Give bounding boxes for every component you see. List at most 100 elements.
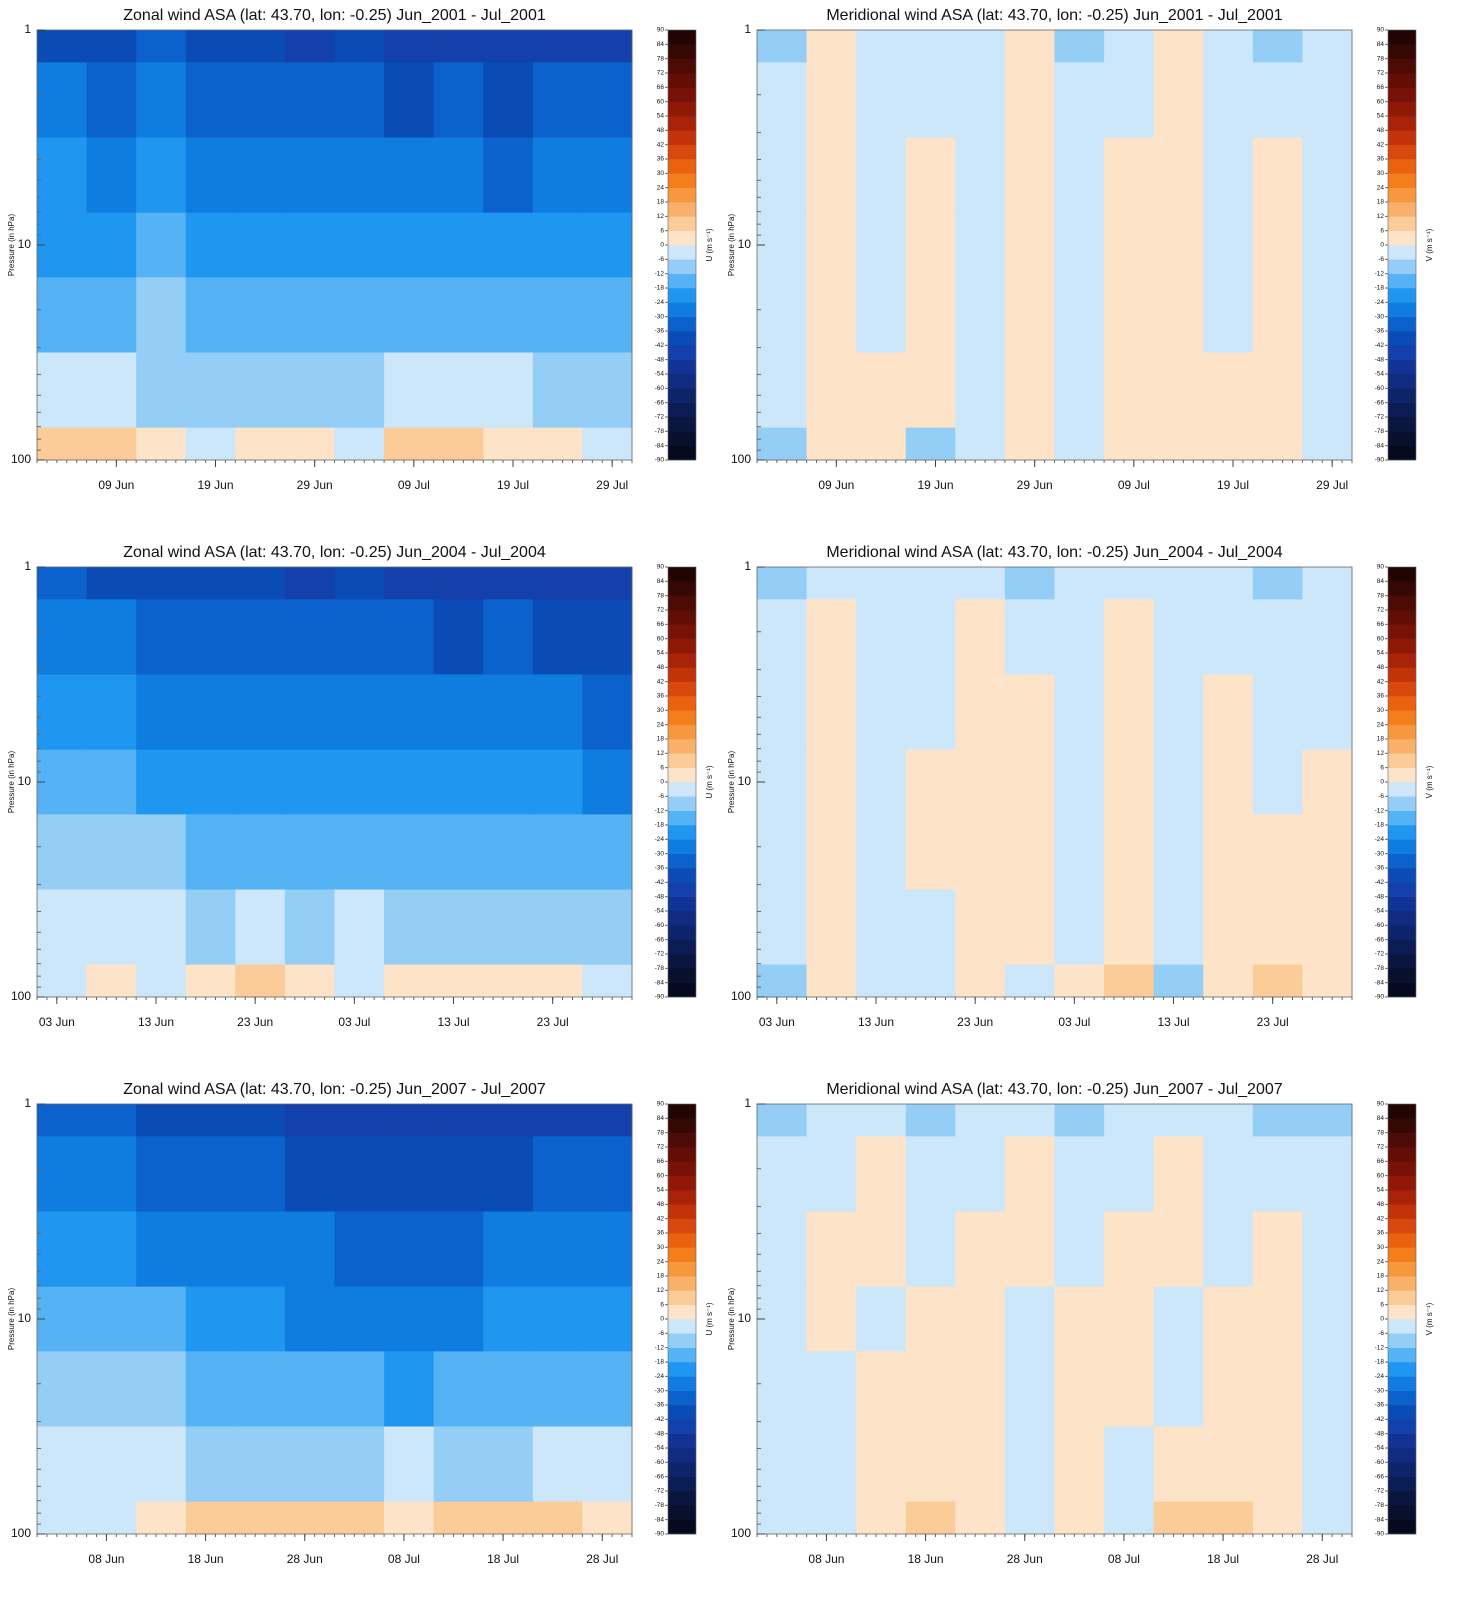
field-cell: [433, 964, 484, 998]
colorbar-tick-label: 66: [657, 621, 665, 628]
colorbar-tick-label: -54: [1375, 1445, 1385, 1452]
field-cell: [334, 889, 385, 966]
field-cell: [86, 277, 137, 353]
field-cell: [384, 1426, 435, 1503]
field-cell: [334, 352, 385, 429]
colorbar-tick-label: 66: [1377, 1158, 1385, 1165]
colorbar-tick-label: 18: [657, 736, 665, 743]
field-cell: [905, 599, 956, 675]
colorbar-tick-label: -18: [1375, 822, 1385, 829]
field-cell: [532, 814, 583, 890]
y-tick-label: 10: [738, 237, 752, 251]
colorbar-bin: [1388, 667, 1416, 682]
colorbar-bin: [1388, 87, 1416, 102]
colorbar-tick-label: -18: [655, 285, 665, 292]
colorbar-tick-label: 48: [657, 664, 665, 671]
field-cell: [955, 277, 1006, 353]
field-cell: [86, 964, 137, 998]
field-cell: [1004, 889, 1055, 966]
field-cell: [1153, 599, 1204, 675]
field-cell: [856, 1286, 907, 1352]
field-cell: [1054, 964, 1105, 998]
field-cell: [1004, 427, 1055, 461]
colorbar-tick-label: -90: [1375, 457, 1385, 464]
field-cell: [905, 749, 956, 815]
field-cell: [86, 567, 137, 600]
field-cell: [757, 1136, 808, 1212]
colorbar-bin: [1388, 302, 1416, 317]
field-cell: [1252, 1104, 1303, 1137]
x-tick-label: 19 Jul: [1217, 478, 1249, 492]
colorbar-bin: [1388, 1233, 1416, 1248]
colorbar-tick-label: -18: [655, 822, 665, 829]
field-cell: [1203, 1501, 1254, 1535]
colorbar-tick-label: -66: [655, 399, 665, 406]
field-cell: [136, 1104, 187, 1137]
x-tick-label: 13 Jun: [858, 1015, 894, 1029]
field-cell: [757, 599, 808, 675]
field-cell: [1104, 277, 1155, 353]
field-cell: [185, 1351, 236, 1427]
colorbar-tick-label: -54: [655, 371, 665, 378]
colorbar-bin: [668, 1290, 696, 1305]
colorbar-tick-label: -90: [1375, 1531, 1385, 1538]
x-tick-label: 09 Jul: [1118, 478, 1150, 492]
colorbar-bin: [668, 1104, 696, 1119]
field-cell: [185, 212, 236, 278]
colorbar-tick-label: -6: [658, 256, 664, 263]
colorbar-bin: [1388, 1190, 1416, 1205]
field-cell: [905, 30, 956, 63]
colorbar-tick-label: 90: [1377, 27, 1385, 34]
field-cell: [185, 1501, 236, 1535]
colorbar-bin: [1388, 388, 1416, 403]
field-cell: [483, 427, 534, 461]
field-cell: [235, 352, 286, 429]
field-cell: [1302, 964, 1353, 998]
field-cell: [1252, 1351, 1303, 1427]
field-cell: [1153, 352, 1204, 429]
field-cell: [856, 964, 907, 998]
field-cell: [185, 1211, 236, 1288]
colorbar-bin: [1388, 1491, 1416, 1506]
field-cell: [136, 814, 187, 890]
colorbar-bin: [668, 374, 696, 389]
field-cell: [1203, 567, 1254, 600]
colorbar-tick-label: 6: [660, 227, 664, 234]
field-cell: [582, 889, 633, 966]
colorbar-bin: [1388, 1118, 1416, 1133]
colorbar-tick-label: -6: [1378, 1330, 1384, 1337]
colorbar-tick-label: -84: [655, 1516, 665, 1523]
field-cell: [1054, 62, 1105, 138]
field-cell: [1153, 30, 1204, 63]
field-cell: [384, 352, 435, 429]
field-cell: [955, 1104, 1006, 1137]
colorbar-tick-label: 78: [1377, 55, 1385, 62]
colorbar-tick-label: -36: [655, 1402, 665, 1409]
field-cell: [757, 212, 808, 278]
field-cell: [582, 30, 633, 63]
field-cell: [1153, 889, 1204, 966]
colorbar-tick-label: 54: [1377, 113, 1385, 120]
field-cell: [757, 277, 808, 353]
colorbar-tick-label: -36: [655, 865, 665, 872]
chart-title: Zonal wind ASA (lat: 43.70, lon: -0.25) …: [123, 1081, 546, 1098]
field-cell: [433, 1136, 484, 1212]
field-cell: [483, 889, 534, 966]
field-cell: [136, 674, 187, 751]
field-cell: [136, 1211, 187, 1288]
field-cell: [1004, 1104, 1055, 1137]
colorbar-tick-label: 24: [1377, 721, 1385, 728]
field-cell: [1302, 889, 1353, 966]
colorbar-bin: [1388, 259, 1416, 274]
colorbar-bin: [668, 1233, 696, 1248]
field-cell: [757, 1286, 808, 1352]
field-cell: [532, 62, 583, 138]
colorbar-tick-label: -24: [1375, 836, 1385, 843]
x-tick-label: 03 Jul: [1058, 1015, 1090, 1029]
colorbar-tick-label: -48: [655, 893, 665, 900]
field-cell: [483, 277, 534, 353]
colorbar-tick-label: 0: [1380, 242, 1384, 249]
field-cell: [856, 30, 907, 63]
field-cell: [856, 674, 907, 751]
colorbar-bin: [1388, 810, 1416, 826]
